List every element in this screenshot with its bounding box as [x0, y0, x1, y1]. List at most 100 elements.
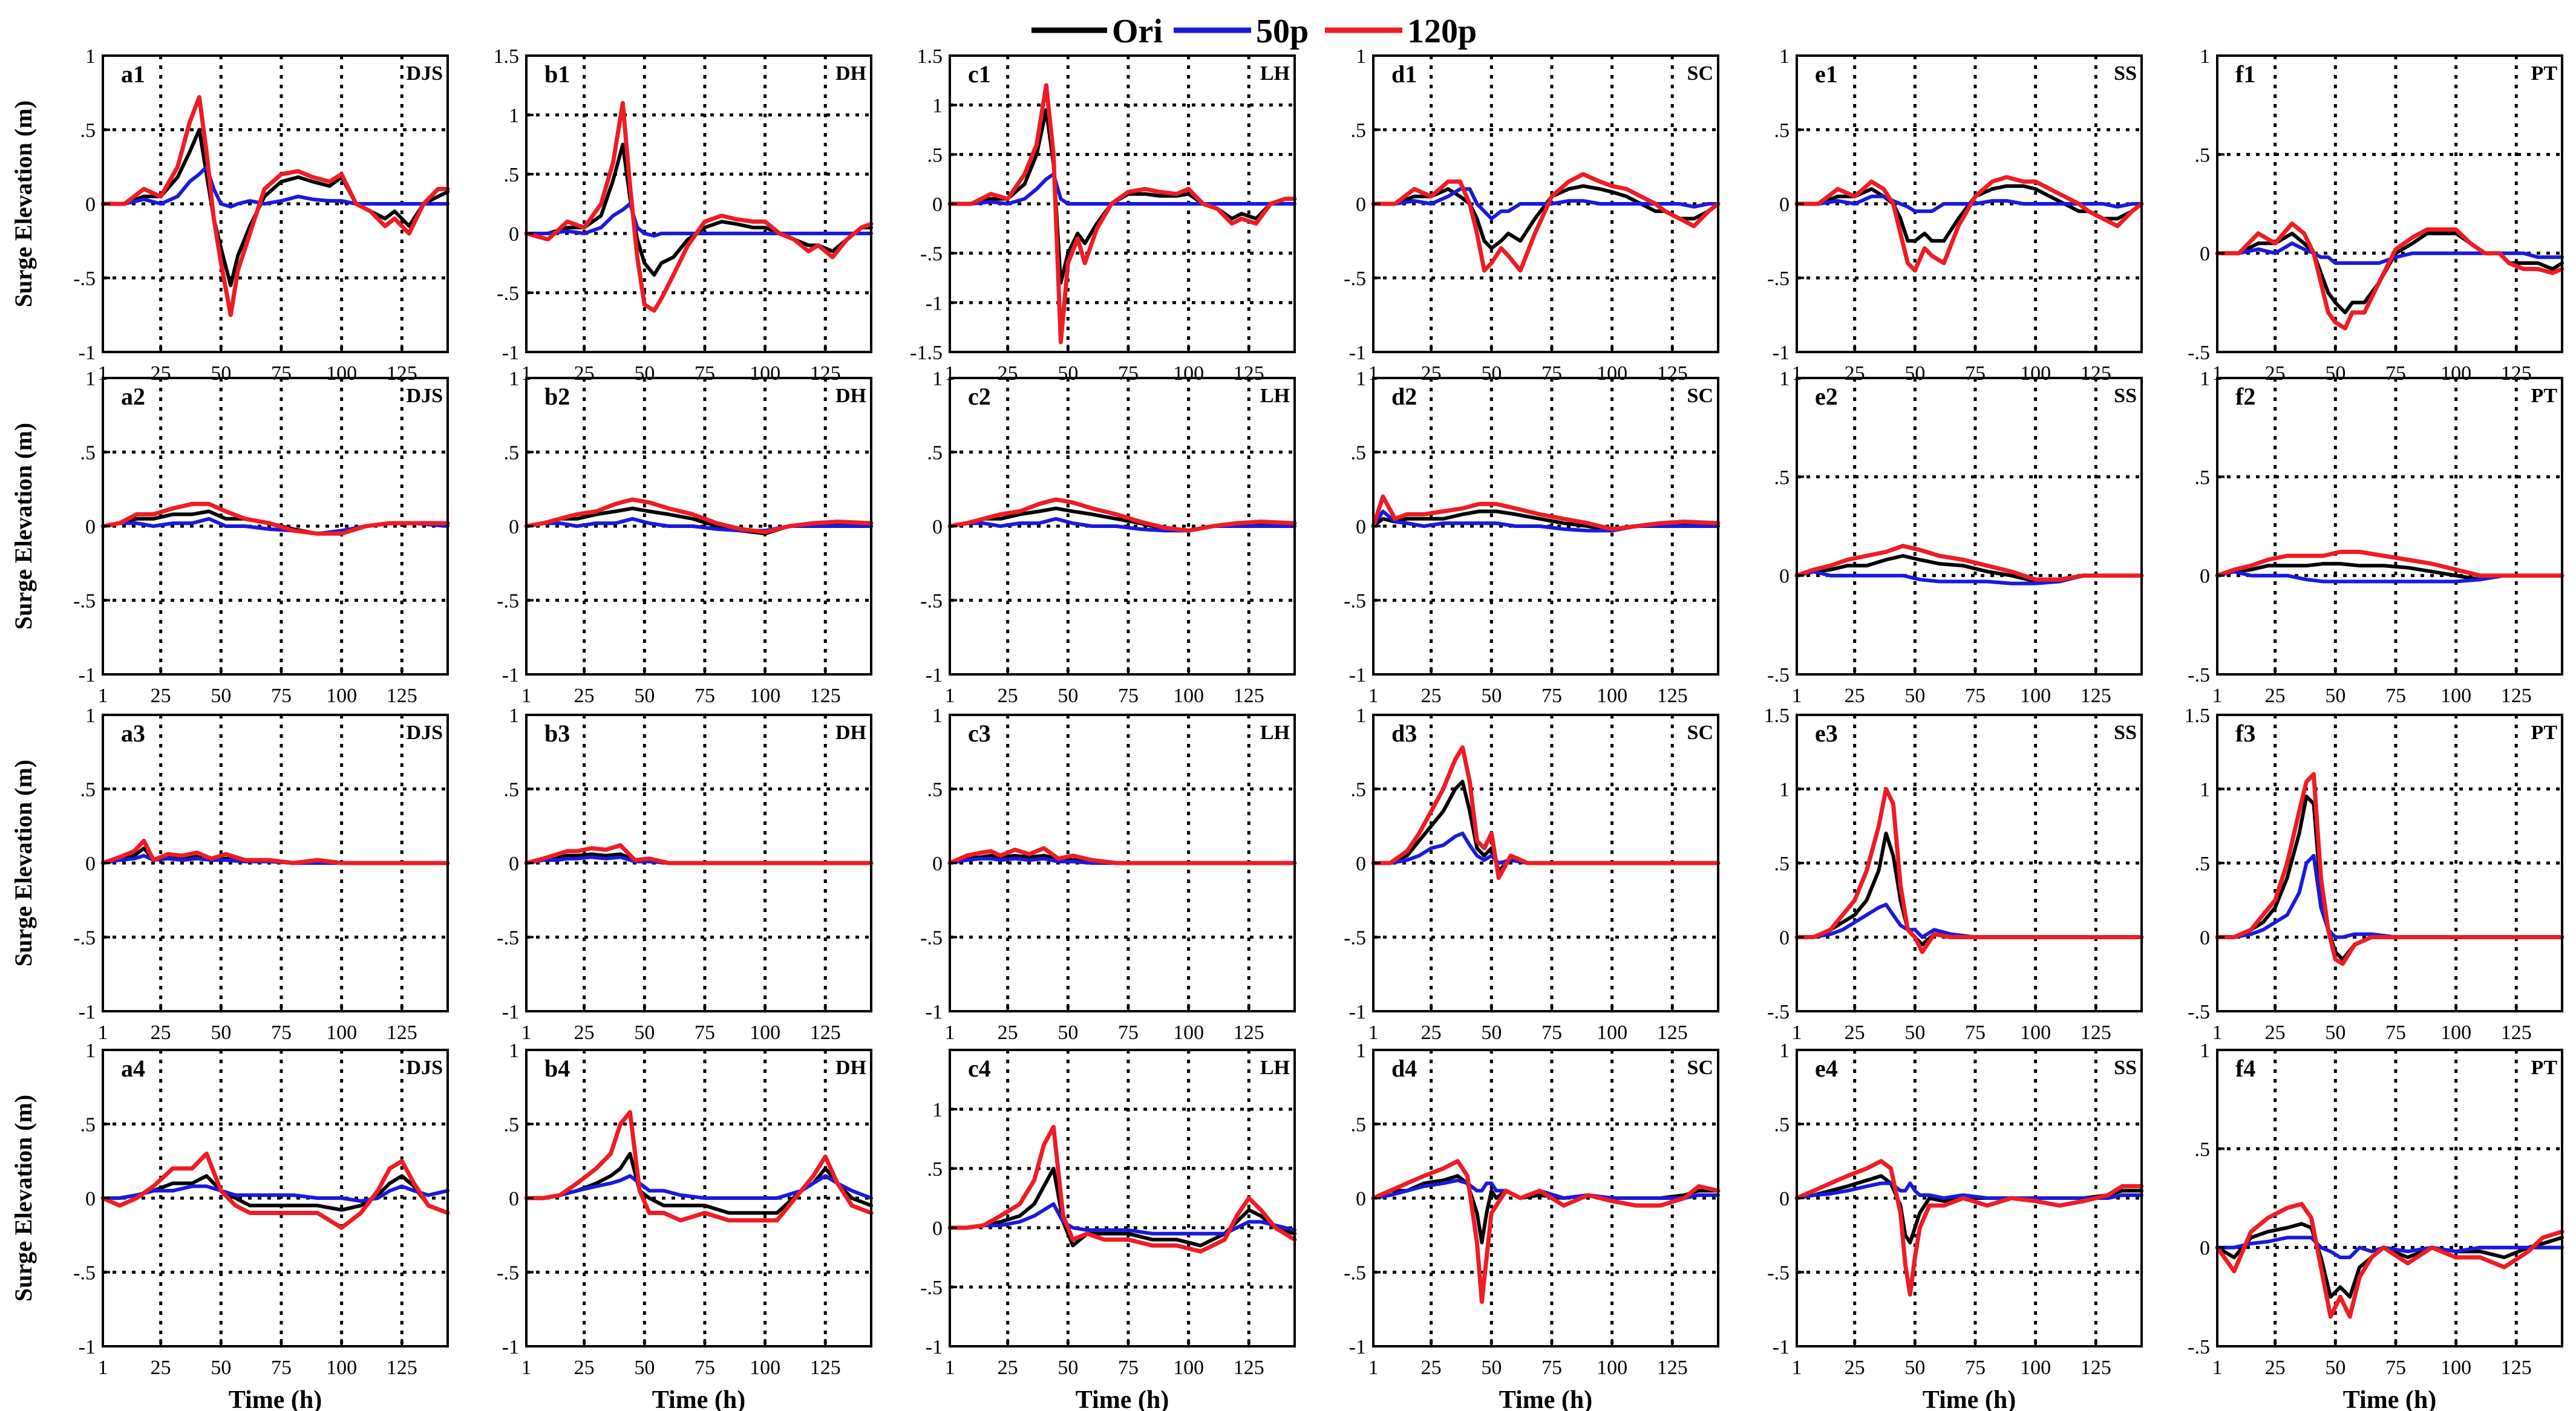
y-tick-label: 0 [932, 853, 943, 875]
x-tick-label: 1 [945, 1022, 955, 1044]
y-tick-label: .5 [504, 164, 520, 186]
x-tick-label: 50 [634, 1022, 655, 1044]
y-tick-label: -.5 [920, 1277, 943, 1299]
x-tick-label: 100 [1173, 685, 1204, 707]
panel-c1: 1 25 50 75 100 125-1.5-1-.50.511.5c1 LH [910, 45, 1297, 385]
x-tick-label: 125 [387, 1357, 417, 1379]
y-tick-label: 0 [1779, 565, 1790, 588]
station-label-f3: PT [2531, 722, 2558, 744]
x-tick-label: 125 [1657, 685, 1688, 707]
y-tick-label: .5 [1774, 120, 1790, 142]
x-tick-label: 75 [1541, 1357, 1562, 1379]
y-tick-label: -1 [502, 342, 519, 364]
x-tick-label: 125 [1234, 685, 1264, 707]
panel-label-a1: a1 [121, 60, 145, 88]
x-axis-title: Time (h) [652, 1386, 745, 1411]
y-tick-label: -1 [1349, 1001, 1366, 1023]
x-tick-label: 50 [1904, 1357, 1925, 1379]
x-tick-label: 100 [326, 1357, 357, 1379]
x-axis-title: Time (h) [1499, 1386, 1592, 1411]
station-label-b3: DH [835, 722, 866, 744]
frame-b1 [525, 54, 872, 353]
series-50p-e4 [1795, 1181, 2143, 1200]
series-ori-b1 [525, 143, 873, 277]
y-tick-label: 1 [85, 368, 96, 390]
x-tick-label: 100 [1597, 685, 1627, 707]
y-tick-label: -1 [79, 342, 96, 364]
frame-f2 [2216, 377, 2563, 676]
y-tick-label: .5 [80, 779, 96, 801]
x-tick-label: 25 [151, 685, 171, 707]
panel-label-f1: f1 [2235, 60, 2255, 88]
frame-f1 [2216, 54, 2563, 353]
y-tick-label: 0 [932, 516, 943, 538]
x-tick-label: 125 [810, 1022, 841, 1044]
x-tick-label: 75 [271, 1357, 292, 1379]
series-120p-b2 [524, 497, 874, 535]
y-tick-label: 0 [85, 853, 96, 875]
series-120p-f4 [2215, 1202, 2565, 1319]
y-tick-label: 1 [509, 368, 519, 390]
x-tick-label: 125 [2501, 685, 2532, 707]
y-axis-title: Surge Elevation (m) [10, 100, 37, 307]
station-label-c3: LH [1260, 722, 1290, 744]
x-tick-label: 75 [1118, 685, 1139, 707]
y-tick-label: -.5 [2188, 664, 2210, 686]
x-tick-label: 100 [1173, 1022, 1204, 1044]
series-120p-c4 [947, 1124, 1297, 1254]
y-tick-label: 0 [509, 853, 519, 875]
x-tick-label: 125 [2081, 1022, 2111, 1044]
panel-label-c1: c1 [968, 60, 991, 88]
x-tick-label: 100 [2440, 1357, 2471, 1379]
x-tick-label: 50 [211, 685, 231, 707]
x-tick-label: 125 [1657, 1357, 1688, 1379]
y-tick-label: .5 [2195, 1138, 2211, 1161]
station-label-c2: LH [1260, 385, 1290, 407]
y-tick-label: -.5 [73, 1262, 96, 1285]
y-tick-label: 1 [2200, 779, 2210, 801]
panel-label-e2: e2 [1815, 383, 1838, 410]
grid-c4 [950, 1050, 1295, 1346]
x-tick-label: 100 [2020, 1022, 2051, 1044]
x-tick-label: 1 [98, 685, 108, 707]
y-tick-label: .5 [1351, 442, 1367, 464]
panel-b1: 1 25 50 75 100 125-1-.50.511.5b1 DH [494, 45, 874, 385]
x-tick-label: 50 [1058, 685, 1078, 707]
y-tick-label: -.5 [497, 590, 519, 613]
y-tick-label: 0 [932, 194, 943, 216]
x-tick-label: 50 [2325, 685, 2346, 707]
series-120p-e2 [1794, 544, 2144, 582]
x-axis-title: Time (h) [1923, 1386, 2016, 1411]
series-ori-a1 [101, 128, 449, 287]
y-tick-label: 1 [1356, 368, 1366, 390]
station-label-d2: SC [1687, 385, 1713, 407]
panel-label-f3: f3 [2235, 720, 2255, 747]
y-tick-label: .5 [1351, 1114, 1367, 1136]
series-120p-b4 [524, 1110, 874, 1223]
y-tick-label: .5 [504, 1114, 520, 1136]
x-tick-label: 1 [98, 1022, 108, 1044]
x-tick-label: 50 [1058, 1357, 1078, 1379]
y-tick-label: -.5 [497, 1262, 519, 1285]
x-tick-label: 125 [387, 685, 417, 707]
y-tick-label: 1.5 [917, 45, 943, 68]
station-label-f1: PT [2531, 62, 2558, 85]
x-tick-label: 25 [998, 1022, 1018, 1044]
x-tick-label: 100 [2020, 1357, 2051, 1379]
x-tick-label: 25 [1421, 685, 1442, 707]
x-tick-label: 1 [521, 1357, 532, 1379]
series-120p-e1 [1794, 175, 2144, 273]
x-tick-label: 100 [750, 685, 780, 707]
x-tick-label: 125 [810, 685, 841, 707]
panel-label-e1: e1 [1815, 60, 1838, 88]
series-50p-b1 [525, 202, 873, 238]
panel-label-a4: a4 [121, 1055, 145, 1082]
series-120p-e4 [1794, 1159, 2144, 1297]
x-tick-label: 75 [1118, 1357, 1139, 1379]
y-tick-label: 0 [509, 516, 519, 538]
y-tick-label: .5 [504, 442, 520, 464]
grid-e3 [1797, 715, 2142, 1011]
series-50p-d1 [1371, 187, 1720, 221]
